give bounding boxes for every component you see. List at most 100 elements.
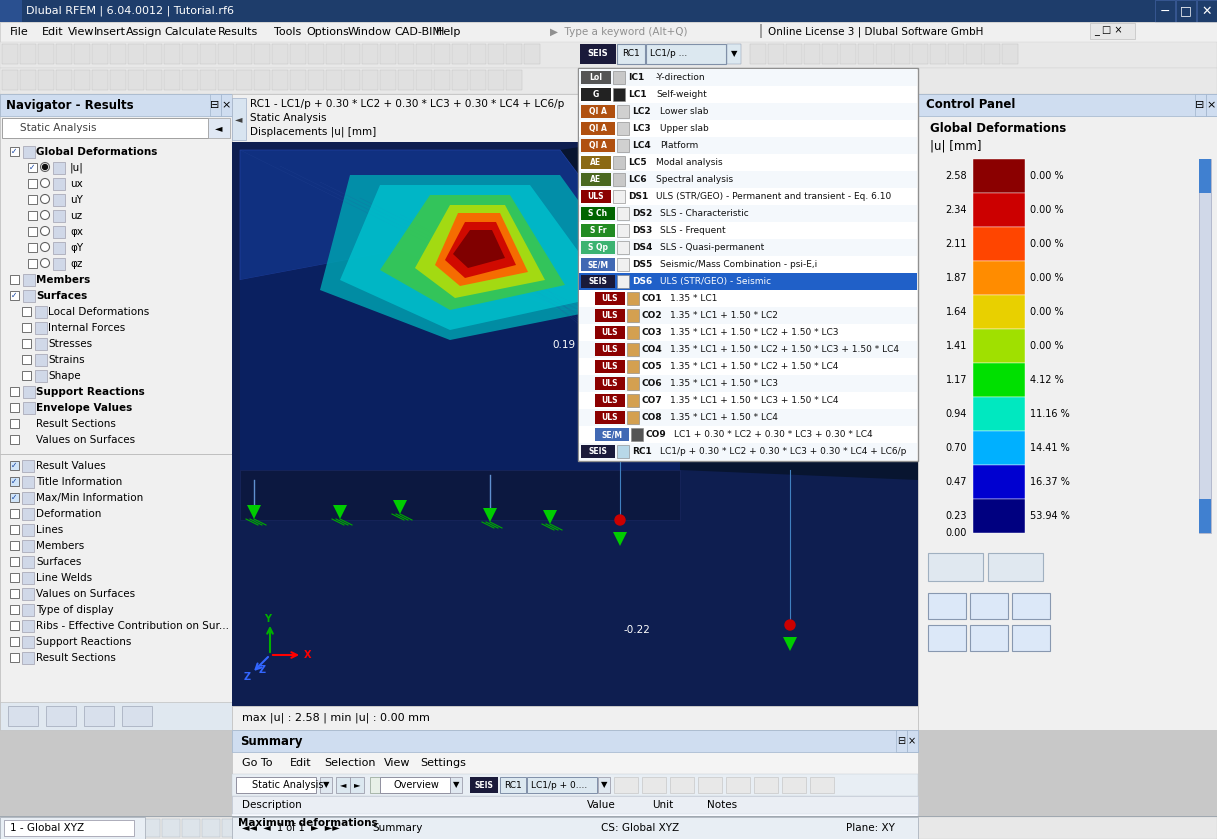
Text: Upper slab: Upper slab <box>660 124 708 133</box>
Bar <box>579 103 916 120</box>
Bar <box>10 435 19 444</box>
Text: ✕: ✕ <box>1201 4 1212 18</box>
Bar <box>28 259 37 268</box>
Bar <box>613 71 626 84</box>
Bar <box>948 44 964 64</box>
Bar <box>525 44 540 64</box>
Bar <box>579 273 916 290</box>
Text: 1.35 * LC1 + 1.50 * LC3 + 1.50 * LC4: 1.35 * LC1 + 1.50 * LC3 + 1.50 * LC4 <box>671 396 839 405</box>
Bar <box>1199 499 1211 533</box>
Bar <box>0 454 232 455</box>
Bar <box>56 44 72 64</box>
Polygon shape <box>333 505 347 519</box>
Text: φY: φY <box>71 243 83 253</box>
Bar <box>344 44 360 64</box>
Text: 1.35 * LC1 + 1.50 * LC2 + 1.50 * LC3: 1.35 * LC1 + 1.50 * LC2 + 1.50 * LC3 <box>671 328 839 337</box>
Text: Z: Z <box>259 665 267 675</box>
Polygon shape <box>543 510 557 524</box>
Text: 0.00 %: 0.00 % <box>1030 205 1064 215</box>
Text: RC1: RC1 <box>504 780 522 789</box>
Circle shape <box>785 620 795 630</box>
Text: CAD-BIM: CAD-BIM <box>394 27 442 37</box>
Bar <box>10 589 19 598</box>
Bar <box>10 653 19 662</box>
Bar <box>643 777 666 793</box>
Text: SE/M: SE/M <box>601 430 623 439</box>
Bar <box>56 70 72 90</box>
Bar <box>0 94 232 730</box>
Bar <box>122 706 152 726</box>
Bar <box>974 193 1025 227</box>
Bar <box>581 173 611 186</box>
Polygon shape <box>445 222 516 278</box>
Text: 16.37 %: 16.37 % <box>1030 477 1070 487</box>
Polygon shape <box>240 150 680 470</box>
Bar <box>1199 159 1211 193</box>
Bar <box>54 210 65 222</box>
Bar <box>35 322 47 334</box>
Text: SLS - Characteristic: SLS - Characteristic <box>660 209 748 218</box>
Bar <box>627 343 639 356</box>
Text: 1.64: 1.64 <box>946 307 968 317</box>
Text: Surfaces: Surfaces <box>37 557 82 567</box>
Bar <box>595 309 626 322</box>
Bar <box>308 70 324 90</box>
Bar <box>22 355 30 364</box>
Bar <box>54 242 65 254</box>
Polygon shape <box>560 94 918 480</box>
Text: ◄: ◄ <box>340 780 347 789</box>
Text: ◄◄  ◄  1 of 1  ►  ►►: ◄◄ ◄ 1 of 1 ► ►► <box>242 823 340 833</box>
Text: ▼: ▼ <box>601 780 607 789</box>
Bar <box>581 105 615 118</box>
Bar <box>1090 23 1135 39</box>
Text: SLS - Frequent: SLS - Frequent <box>660 226 725 235</box>
Text: CO2: CO2 <box>643 311 662 320</box>
Bar <box>759 24 762 38</box>
Text: Selection: Selection <box>324 758 376 768</box>
Text: Maximum deformations: Maximum deformations <box>239 817 377 827</box>
Circle shape <box>40 242 50 252</box>
Text: Y: Y <box>264 614 271 624</box>
Text: G: G <box>593 90 599 99</box>
Bar <box>2 70 18 90</box>
Bar <box>896 730 907 752</box>
Polygon shape <box>247 505 260 519</box>
Bar <box>617 224 629 237</box>
Bar <box>232 94 918 142</box>
Bar <box>380 777 450 793</box>
Bar <box>470 44 486 64</box>
Bar <box>336 777 350 793</box>
Text: 1.35 * LC1 + 1.50 * LC2 + 1.50 * LC3 + 1.50 * LC4: 1.35 * LC1 + 1.50 * LC2 + 1.50 * LC3 + 1… <box>671 345 899 354</box>
Bar <box>2 44 18 64</box>
Bar <box>46 706 75 726</box>
Bar <box>54 178 65 190</box>
Text: Options: Options <box>305 27 349 37</box>
Bar <box>522 819 540 837</box>
Bar <box>232 774 918 796</box>
Text: LC1/p + 0....: LC1/p + 0.... <box>531 780 588 789</box>
Bar <box>0 42 1217 68</box>
Bar <box>722 819 740 837</box>
Bar <box>262 819 280 837</box>
Text: CO3: CO3 <box>643 328 662 337</box>
Text: 0.23: 0.23 <box>946 511 968 521</box>
Bar <box>22 572 34 584</box>
Text: φz: φz <box>71 259 83 269</box>
Text: View: View <box>68 27 95 37</box>
Text: Envelope Values: Envelope Values <box>37 403 133 413</box>
Bar <box>470 777 498 793</box>
Text: RC1: RC1 <box>622 50 640 59</box>
Polygon shape <box>393 500 406 514</box>
Text: ⊟: ⊟ <box>211 100 220 110</box>
Text: Modal analysis: Modal analysis <box>656 158 723 167</box>
Bar <box>562 819 581 837</box>
Text: Seismic/Mass Combination - psi-E,i: Seismic/Mass Combination - psi-E,i <box>660 260 818 269</box>
Bar <box>1176 0 1196 22</box>
Bar <box>858 44 874 64</box>
Text: Spectral analysis: Spectral analysis <box>656 175 733 184</box>
Bar <box>613 173 626 186</box>
Bar <box>988 553 1043 581</box>
Polygon shape <box>240 470 680 520</box>
Bar <box>10 541 19 550</box>
Text: DS4: DS4 <box>632 243 652 252</box>
